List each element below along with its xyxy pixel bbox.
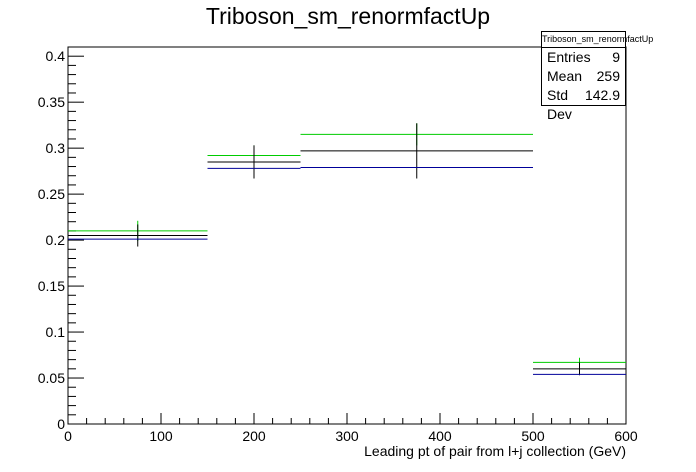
stats-value: 9: [612, 49, 620, 65]
x-tick-label: 0: [64, 428, 72, 444]
stats-row-entries: Entries 9: [542, 48, 625, 67]
y-tick-label: 0.2: [46, 232, 66, 248]
y-tick-label: 0.1: [46, 324, 66, 340]
stats-label: Entries: [547, 49, 591, 65]
axes: 0 100 200 300 400 500 600 0 0.05 0.1 0.15 0.2 0.25 0.…: [38, 48, 638, 444]
stats-label: Mean: [547, 68, 583, 84]
stats-value: 142.9: [584, 87, 620, 103]
series-layer: [68, 123, 626, 376]
stats-label: Std Dev: [547, 87, 572, 122]
y-tick-label: 0: [57, 416, 65, 432]
x-axis-label: Leading pt of pair from l+j collection (…: [364, 443, 626, 459]
stats-title: Triboson_sm_renormfactUp: [542, 32, 653, 48]
stats-row-mean: Mean 259: [542, 67, 625, 86]
series-2: [68, 166, 626, 375]
y-tick-label: 0.3: [46, 140, 66, 156]
series-1: [68, 123, 626, 376]
series-0: [68, 123, 626, 367]
x-tick-label: 200: [242, 428, 266, 444]
stats-row-stddev: Std Dev 142.9: [542, 86, 625, 122]
y-tick-label: 0.05: [38, 370, 65, 386]
y-tick-label: 0.4: [46, 48, 66, 64]
stats-box: Triboson_sm_renormfactUp Entries 9 Mean …: [541, 31, 653, 122]
y-tick-label: 0.35: [38, 94, 65, 110]
y-tick-label: 0.25: [38, 186, 65, 202]
x-tick-label: 100: [149, 428, 173, 444]
x-tick-label: 400: [428, 428, 452, 444]
x-tick-label: 600: [614, 428, 638, 444]
stats-value: 259: [596, 68, 620, 84]
x-tick-label: 500: [521, 428, 545, 444]
x-tick-label: 300: [335, 428, 359, 444]
chart-title: Triboson_sm_renormfactUp: [206, 3, 490, 29]
y-tick-label: 0.15: [38, 278, 65, 294]
